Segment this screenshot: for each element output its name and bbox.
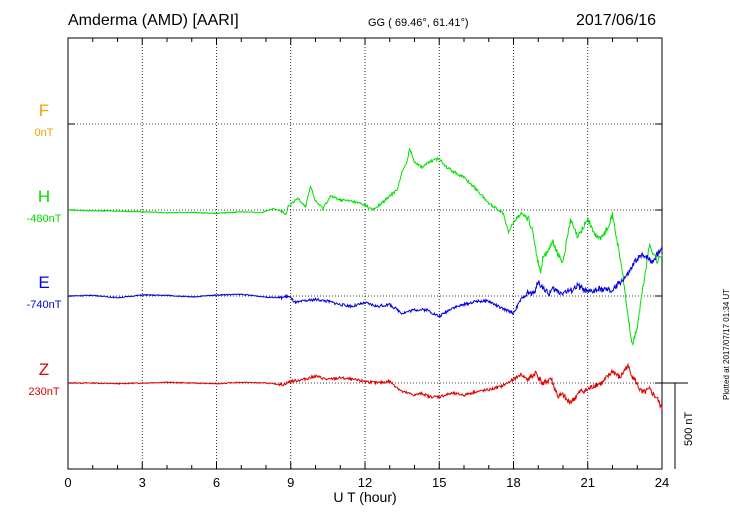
series-name-h: H bbox=[38, 187, 50, 206]
series-baseline-e: -740nT bbox=[27, 299, 62, 311]
x-tick-label: 24 bbox=[655, 475, 669, 490]
x-axis: 0 3 6 9 12 15 18 21 24 bbox=[64, 38, 669, 490]
geographic-coords: GG ( 69.46°, 61.41°) bbox=[368, 17, 469, 29]
series-line-z bbox=[67, 362, 663, 410]
series-line-h bbox=[67, 147, 663, 347]
series-traces bbox=[67, 147, 663, 410]
x-tick-label: 9 bbox=[287, 475, 294, 490]
x-tick-label: 0 bbox=[64, 475, 71, 490]
x-tick-label: 3 bbox=[139, 475, 146, 490]
series-labels: F 0nT H -480nT E -740nT Z 230nT bbox=[27, 101, 62, 398]
series-name-e: E bbox=[38, 273, 49, 292]
station-title: Amderma (AMD) [AARI] bbox=[68, 12, 239, 29]
x-tick-label: 15 bbox=[432, 475, 446, 490]
series-baseline-z: 230nT bbox=[28, 386, 59, 398]
x-tick-label: 21 bbox=[581, 475, 595, 490]
scale-bar: 500 nT bbox=[662, 382, 695, 469]
x-tick-label: 18 bbox=[506, 475, 520, 490]
series-line-e bbox=[67, 247, 663, 319]
series-baseline-h: -480nT bbox=[27, 213, 62, 225]
series-name-z: Z bbox=[39, 360, 49, 379]
series-baseline-f: 0nT bbox=[35, 127, 54, 139]
grid-lines bbox=[68, 38, 662, 469]
series-name-f: F bbox=[39, 101, 49, 120]
scale-bar-label: 500 nT bbox=[683, 411, 695, 446]
x-axis-label: U T (hour) bbox=[333, 489, 396, 505]
date-label: 2017/06/16 bbox=[576, 12, 657, 29]
x-tick-label: 6 bbox=[213, 475, 220, 490]
x-tick-label: 12 bbox=[358, 475, 372, 490]
